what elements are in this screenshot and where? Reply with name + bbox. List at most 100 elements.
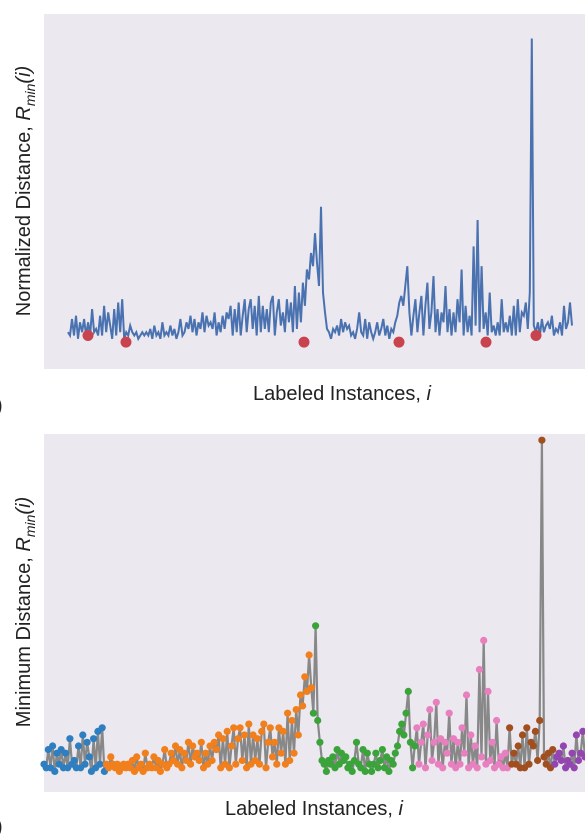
cluster-point [378, 746, 386, 754]
cluster-point [456, 760, 464, 768]
selected-markers [82, 330, 542, 348]
cluster-point [441, 738, 449, 746]
cluster-point [279, 727, 287, 736]
cluster-point [210, 738, 218, 746]
cluster-point [428, 756, 436, 765]
cluster-point [424, 731, 432, 739]
cluster-point [141, 749, 149, 757]
series-line [67, 38, 573, 343]
cluster-point [90, 735, 98, 743]
cluster-point [473, 764, 481, 772]
cluster-point [581, 753, 585, 761]
cluster-point [178, 764, 186, 772]
cluster-point [197, 738, 205, 746]
cluster-point [262, 764, 270, 772]
cluster-point [299, 702, 307, 710]
cluster-point [477, 753, 486, 761]
cluster-point [66, 735, 74, 743]
cluster-point [312, 622, 320, 630]
cluster-point [534, 756, 542, 765]
y-axis-label-bottom: Minimum Distance, Rmin(i) [13, 497, 38, 727]
cluster-point [514, 742, 522, 750]
cluster-point [393, 742, 402, 750]
cluster-point [62, 749, 70, 757]
cluster-point [161, 746, 169, 754]
x-axis-label-top: Labeled Instances, i [253, 383, 431, 405]
cluster-point [260, 720, 268, 728]
cluster-point [579, 727, 585, 735]
cluster-point [467, 731, 475, 739]
cluster-point [277, 749, 285, 757]
cluster-point [236, 724, 244, 732]
cluster-point [523, 724, 531, 732]
cluster-point [290, 749, 298, 757]
cluster-point [368, 767, 376, 776]
cluster-point [74, 742, 83, 750]
cluster-point [411, 742, 419, 750]
cluster-point [307, 684, 315, 692]
cluster-point [51, 767, 59, 776]
cluster-point [400, 731, 408, 739]
cluster-point [385, 767, 393, 776]
panel-letter-top: ) [0, 395, 3, 417]
cluster-point [234, 735, 242, 743]
cluster-point [417, 738, 425, 746]
cluster-point [230, 724, 238, 732]
cluster-point [488, 738, 496, 746]
cluster-point [238, 756, 246, 765]
cluster-point [419, 720, 427, 728]
cluster-point [555, 749, 563, 757]
cluster-point [96, 760, 104, 768]
cluster-point [253, 735, 261, 743]
cluster-point [305, 651, 313, 659]
cluster-point [426, 706, 434, 714]
cluster-point [460, 749, 468, 757]
cluster-point [79, 731, 87, 739]
cluster-point [391, 749, 399, 757]
cluster-point [294, 731, 302, 739]
cluster-point [430, 738, 438, 746]
cluster-point [413, 724, 421, 732]
series-normalized-distance [67, 38, 573, 343]
plot-area-bottom [44, 434, 585, 792]
cluster-point [443, 749, 451, 757]
plot-area-top [44, 14, 585, 369]
cluster-point [193, 749, 201, 757]
x-axis-label-bottom: Labeled Instances, i [225, 798, 403, 820]
cluster-point [484, 687, 492, 696]
cluster-point [529, 742, 537, 750]
cluster-point [348, 767, 356, 776]
cluster-point [372, 749, 380, 757]
cluster-point [288, 716, 296, 725]
cluster-point [454, 738, 462, 746]
cluster-point [268, 753, 277, 761]
cluster-point [227, 742, 236, 750]
cluster-point [342, 753, 350, 761]
cluster-point [156, 767, 164, 776]
cluster-point [316, 738, 324, 746]
cluster-point [531, 727, 540, 736]
cluster-point [225, 764, 233, 772]
selected-marker-6 [530, 330, 542, 341]
cluster-point [98, 724, 106, 732]
cluster-point [245, 720, 253, 728]
cluster-point [264, 738, 272, 746]
panel-bottom: Labeled Instances, i Minimum Distance, R… [0, 434, 585, 837]
cluster-point [301, 673, 309, 681]
selected-marker-4 [393, 336, 405, 348]
cluster-point [137, 760, 145, 768]
y-axis-label-top: Normalized Distance, Rmin(i) [13, 66, 38, 316]
cluster-point [361, 767, 369, 776]
cluster-point [568, 749, 576, 757]
panel-top: Labeled Instances, i Normalized Distance… [0, 14, 585, 417]
selected-marker-1 [82, 330, 94, 341]
cluster-point [81, 760, 89, 768]
cluster-point [501, 749, 509, 757]
cluster-point [415, 760, 423, 768]
cluster-point [70, 756, 78, 765]
cluster-point [402, 709, 410, 717]
cluster-point [559, 742, 568, 750]
cluster-point [49, 742, 57, 750]
cluster-point [549, 746, 557, 754]
